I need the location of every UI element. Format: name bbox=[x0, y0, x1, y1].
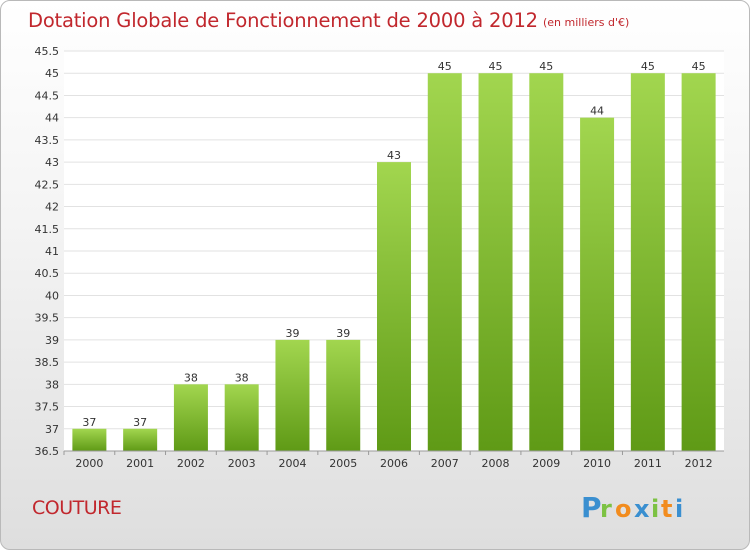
x-tick-label: 2009 bbox=[532, 457, 560, 470]
x-tick-label: 2000 bbox=[75, 457, 103, 470]
svg-text:i: i bbox=[651, 495, 659, 523]
x-tick-label: 2008 bbox=[482, 457, 510, 470]
y-tick-label: 44.5 bbox=[35, 89, 60, 102]
bar-2000 bbox=[72, 428, 107, 451]
y-axis-ticks: 36.5 37 37.5 38 38.5 39 39.5 40 40.5 41 41.5 42 42.5… bbox=[35, 45, 60, 458]
bar-2010 bbox=[580, 117, 615, 452]
y-tick-label: 43.5 bbox=[35, 134, 60, 147]
bar-2006 bbox=[377, 162, 411, 451]
svg-text:x: x bbox=[634, 495, 650, 523]
y-tick-label: 45 bbox=[45, 67, 59, 80]
y-tick-label: 42 bbox=[45, 201, 59, 214]
bar-value-label: 44 bbox=[590, 105, 604, 118]
y-tick-label: 45.5 bbox=[35, 45, 60, 58]
x-tick-label: 2005 bbox=[329, 457, 357, 470]
y-tick-label: 39.5 bbox=[35, 312, 60, 325]
y-tick-label: 38.5 bbox=[35, 356, 60, 369]
bar-2004 bbox=[275, 339, 310, 451]
y-tick-label: 42.5 bbox=[35, 178, 60, 191]
x-tick-label: 2003 bbox=[228, 457, 256, 470]
bar-2009 bbox=[529, 73, 564, 451]
bar-value-label: 45 bbox=[539, 60, 553, 73]
bar-value-label: 39 bbox=[285, 327, 299, 340]
x-tick-label: 2011 bbox=[634, 457, 662, 470]
y-tick-label: 41.5 bbox=[35, 223, 60, 236]
x-tick-label: 2004 bbox=[278, 457, 306, 470]
unit-note: (en milliers d'€) bbox=[543, 16, 630, 29]
x-tick-label: 2006 bbox=[380, 457, 408, 470]
y-tick-label: 43 bbox=[45, 156, 59, 169]
bar-2001 bbox=[123, 428, 158, 451]
bar-value-label: 45 bbox=[641, 60, 655, 73]
y-tick-label: 37 bbox=[45, 423, 59, 436]
bar-value-label: 37 bbox=[133, 416, 147, 429]
bar-value-label: 45 bbox=[692, 60, 706, 73]
bar-value-label: 43 bbox=[387, 149, 401, 162]
bar-2003 bbox=[224, 384, 259, 451]
x-tick-label: 2007 bbox=[431, 457, 459, 470]
bar-value-label: 39 bbox=[336, 327, 350, 340]
y-tick-label: 40.5 bbox=[35, 267, 60, 280]
chart-title: Dotation Globale de Fonctionnement de 20… bbox=[28, 9, 538, 32]
x-tick-label: 2001 bbox=[126, 457, 154, 470]
bar-value-labels: 37 37 38 38 39 39 43 45 45 45 44 45 45 bbox=[82, 60, 705, 429]
svg-text:P: P bbox=[581, 491, 602, 524]
y-tick-label: 38 bbox=[45, 378, 59, 391]
svg-text:r: r bbox=[600, 495, 612, 523]
x-tick-label: 2012 bbox=[685, 457, 713, 470]
y-tick-label: 39 bbox=[45, 334, 59, 347]
y-tick-label: 36.5 bbox=[35, 445, 60, 458]
bar-2007 bbox=[427, 73, 462, 451]
x-tick-label: 2010 bbox=[583, 457, 611, 470]
bar-value-label: 45 bbox=[489, 60, 503, 73]
bar-value-label: 38 bbox=[235, 371, 249, 384]
svg-text:o: o bbox=[615, 495, 632, 523]
proxiti-logo: P r o x i t i bbox=[581, 491, 683, 524]
bar-2002 bbox=[173, 384, 208, 451]
bar-2005 bbox=[326, 339, 361, 451]
commune-name: COUTURE bbox=[32, 497, 122, 519]
y-tick-label: 44 bbox=[45, 112, 59, 125]
bar-2012 bbox=[681, 73, 716, 451]
svg-text:t: t bbox=[661, 495, 672, 523]
y-tick-label: 41 bbox=[45, 245, 59, 258]
bar-value-label: 37 bbox=[82, 416, 96, 429]
x-axis-ticks: 2000 2001 2002 2003 2004 2005 2006 2007 2008 2009… bbox=[63, 451, 713, 470]
y-tick-label: 40 bbox=[45, 289, 59, 302]
bar-value-label: 38 bbox=[184, 371, 198, 384]
y-tick-label: 37.5 bbox=[35, 401, 60, 414]
bar-2008 bbox=[478, 73, 513, 451]
bars bbox=[72, 73, 716, 452]
bar-value-label: 45 bbox=[438, 60, 452, 73]
x-tick-label: 2002 bbox=[177, 457, 205, 470]
svg-text:i: i bbox=[675, 495, 683, 523]
bar-2011 bbox=[630, 73, 665, 451]
